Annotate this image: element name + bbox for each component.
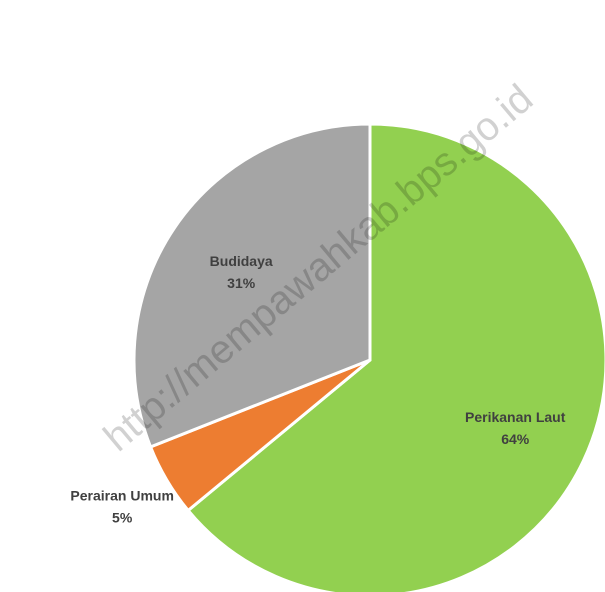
slice-value-label: 5% <box>112 509 133 525</box>
slices <box>132 122 605 592</box>
slice-label: Perikanan Laut <box>465 409 566 425</box>
slice <box>186 122 605 592</box>
slice-value-label: 31% <box>227 275 256 291</box>
slice <box>132 122 372 449</box>
slice-label: Perairan Umum <box>70 487 173 503</box>
slice-value-label: 64% <box>501 431 530 447</box>
slice-label: Budidaya <box>210 253 273 269</box>
labels: Perikanan Laut 64% Perairan Umum 5% Budidaya… <box>70 253 565 525</box>
